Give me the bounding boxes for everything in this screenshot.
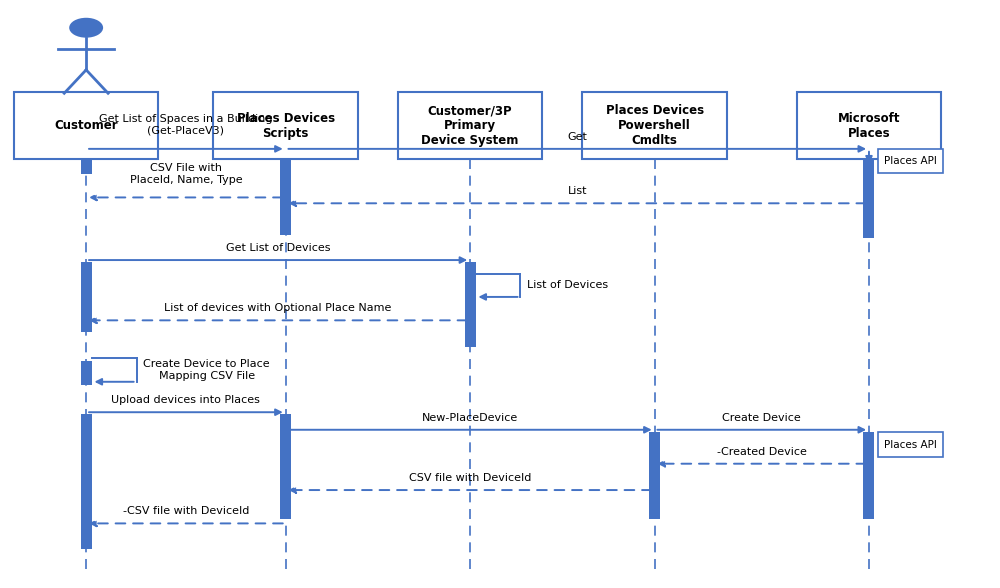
Bar — [280, 414, 291, 519]
Text: Customer: Customer — [54, 119, 118, 132]
Text: Places API: Places API — [884, 440, 937, 450]
Circle shape — [69, 18, 103, 38]
Bar — [649, 432, 660, 519]
Bar — [81, 361, 92, 385]
Text: -Created Device: -Created Device — [717, 447, 807, 457]
Text: New-PlaceDevice: New-PlaceDevice — [422, 413, 518, 423]
Text: CSV File with
PlaceId, Name, Type: CSV File with PlaceId, Name, Type — [130, 163, 242, 185]
Bar — [213, 92, 358, 159]
Text: Places API: Places API — [884, 156, 937, 166]
Bar — [878, 149, 943, 173]
Bar — [81, 414, 92, 549]
Text: Get List of Devices: Get List of Devices — [226, 243, 330, 253]
Bar — [878, 432, 943, 457]
Text: List: List — [568, 186, 587, 196]
Bar — [582, 92, 727, 159]
Text: Get: Get — [567, 132, 587, 142]
Text: Customer/3P
Primary
Device System: Customer/3P Primary Device System — [421, 104, 519, 147]
Text: Create Device: Create Device — [722, 413, 801, 423]
Bar — [863, 432, 874, 519]
Text: Create Device to Place
Mapping CSV File: Create Device to Place Mapping CSV File — [143, 359, 270, 381]
Bar — [280, 145, 291, 235]
Bar — [863, 145, 874, 238]
Text: Places Devices
Powershell
Cmdlts: Places Devices Powershell Cmdlts — [606, 104, 704, 147]
Text: List of devices with Optional Place Name: List of devices with Optional Place Name — [164, 303, 392, 313]
Text: Get List of Spaces in a Building
(Get-PlaceV3): Get List of Spaces in a Building (Get-Pl… — [99, 115, 273, 136]
Bar — [14, 92, 158, 159]
Bar — [81, 262, 92, 332]
Text: Upload devices into Places: Upload devices into Places — [111, 395, 260, 405]
Bar — [465, 262, 476, 347]
Text: CSV file with DeviceId: CSV file with DeviceId — [409, 473, 531, 483]
Text: List of Devices: List of Devices — [527, 280, 609, 290]
Bar — [398, 92, 542, 159]
Text: Microsoft
Places: Microsoft Places — [838, 112, 900, 140]
Bar — [797, 92, 941, 159]
Text: -CSV file with DeviceId: -CSV file with DeviceId — [123, 506, 249, 516]
Bar — [81, 151, 92, 174]
Text: Places Devices
Scripts: Places Devices Scripts — [237, 112, 335, 140]
